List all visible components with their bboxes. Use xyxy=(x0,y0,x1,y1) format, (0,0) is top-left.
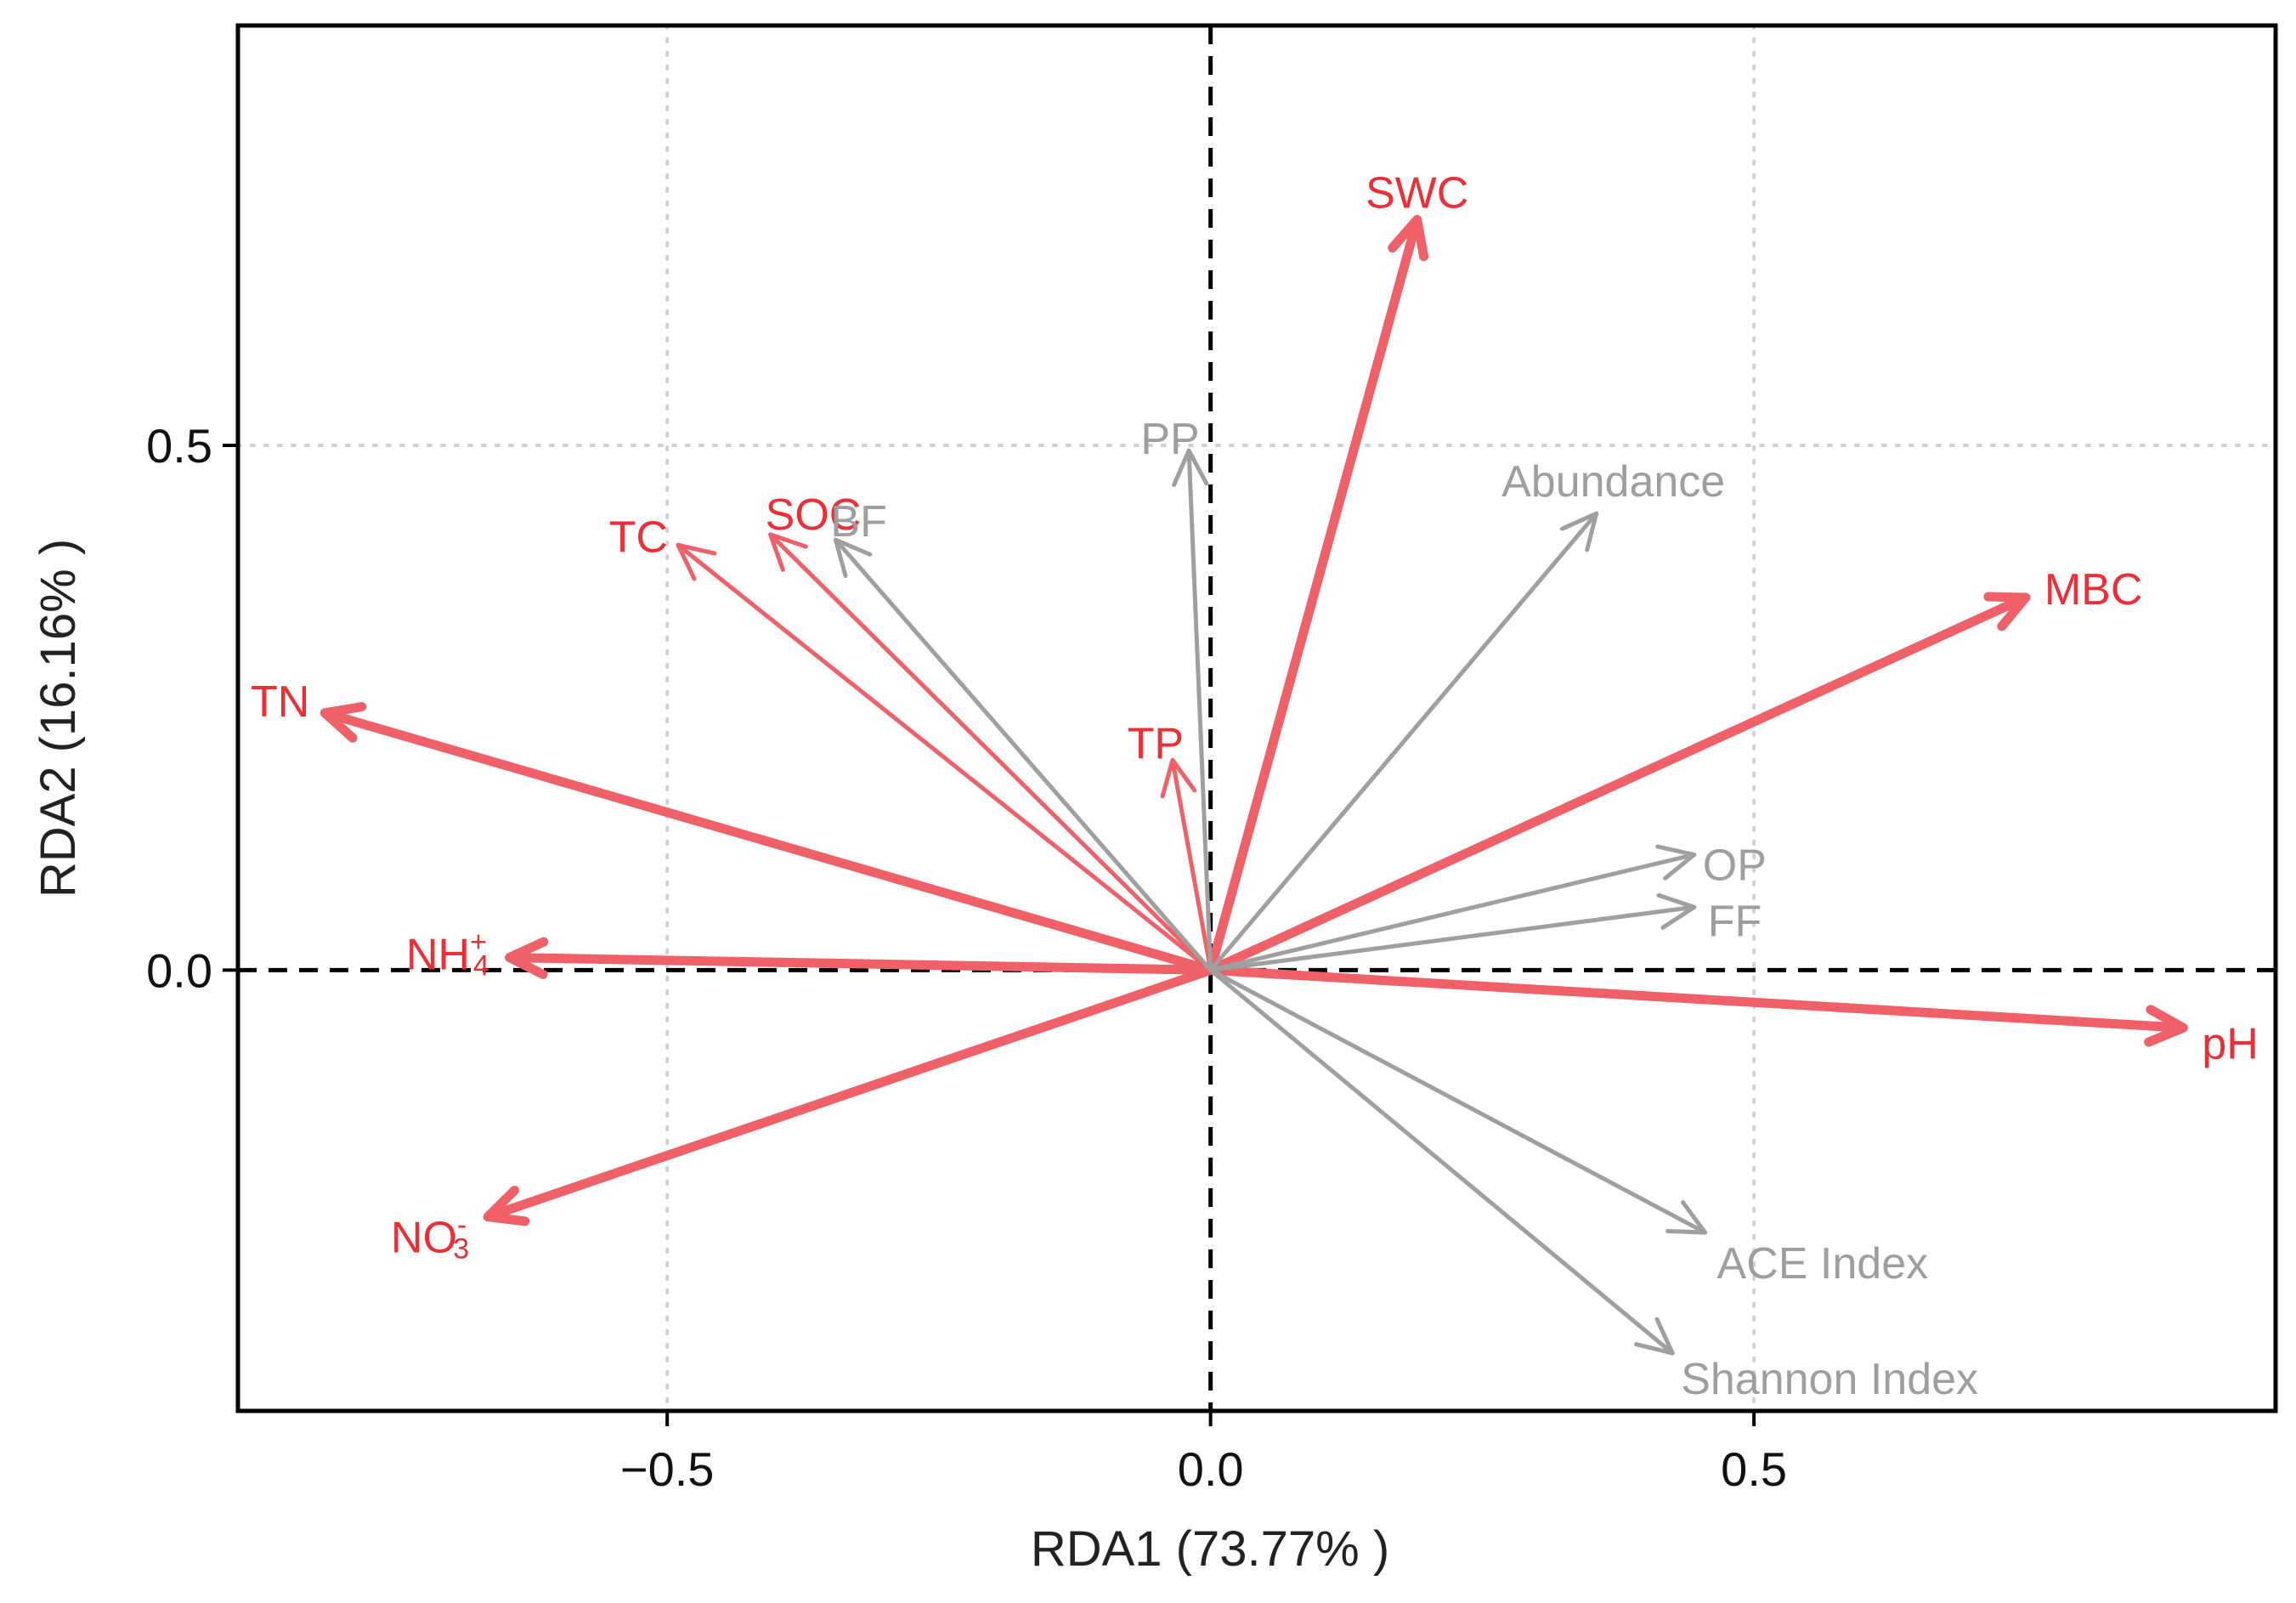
nh4-label-text: NH xyxy=(406,930,470,979)
mbc-label-text: MBC xyxy=(2044,565,2143,615)
tc-arrow xyxy=(676,542,1213,972)
shannon-index-arrow xyxy=(1208,967,1675,1356)
ff-label: FF xyxy=(1708,897,1762,946)
op-label-text: OP xyxy=(1703,841,1767,890)
swc-label-text: SWC xyxy=(1366,168,1468,218)
y-axis-title: RDA2 (16.16% ) xyxy=(31,539,86,898)
tc-label: TC xyxy=(609,513,668,562)
ph-label: pH xyxy=(2202,1019,2258,1068)
shannon-index-arrowhead xyxy=(1633,1317,1675,1356)
y-tick-label-1: 0.5 xyxy=(146,419,212,473)
x-tick-label-1: 0.0 xyxy=(1178,1442,1244,1496)
no3-label-sup: - xyxy=(457,1209,467,1242)
abundance-arrowhead xyxy=(1559,511,1599,552)
ace-index-label-text: ACE Index xyxy=(1717,1239,1929,1289)
abundance-label: Abundance xyxy=(1501,457,1725,507)
pp-arrowhead xyxy=(1172,448,1209,487)
bf-arrowhead xyxy=(833,537,873,579)
tc-label-text: TC xyxy=(609,513,668,562)
vector-labels: SWC MBC pH TN NH+ 4 NO-3 TC SOC TP PP Abundance BF OP… xyxy=(251,168,2259,1404)
soc-arrowhead xyxy=(768,532,808,572)
soc-arrow xyxy=(768,532,1213,972)
shannon-index-label-text: Shannon Index xyxy=(1681,1355,1978,1404)
axis-ticks: −0.5 0.0 0.5 0.0 0.5 xyxy=(146,419,1787,1496)
tp-arrow xyxy=(1170,757,1213,972)
ph-label-text: pH xyxy=(2202,1019,2258,1068)
tc-arrowhead xyxy=(676,542,717,581)
swc-label: SWC xyxy=(1366,168,1468,218)
abundance-arrow xyxy=(1208,511,1599,972)
bf-arrow xyxy=(833,537,1213,972)
bf-label-text: BF xyxy=(830,497,886,547)
no3-label-text: NO xyxy=(391,1213,457,1262)
ff-arrowhead xyxy=(1656,892,1697,930)
ff-label-text: FF xyxy=(1708,897,1762,946)
pp-label-text: PP xyxy=(1140,415,1199,464)
nh4-label: NH+ 4 xyxy=(406,926,489,983)
x-tick-label-2: 0.5 xyxy=(1721,1442,1787,1496)
op-arrow xyxy=(1208,852,1697,972)
y-tick-label-0: 0.0 xyxy=(146,943,212,997)
mbc-arrow xyxy=(1206,592,2031,975)
ace-index-arrow xyxy=(1208,967,1708,1235)
tn-arrow xyxy=(320,708,1216,975)
nh4-label-sub: 4 xyxy=(473,950,489,983)
no3-label: NO-3 xyxy=(391,1209,469,1266)
plot-background xyxy=(238,25,2276,1411)
swc-arrow xyxy=(1206,214,1422,975)
tn-arrowhead xyxy=(320,701,367,743)
x-tick-label-0: −0.5 xyxy=(620,1442,715,1496)
vector-arrows xyxy=(320,214,2188,1356)
no3-label-sub: 3 xyxy=(453,1233,469,1266)
pp-label: PP xyxy=(1140,415,1199,464)
op-arrowhead xyxy=(1655,844,1697,881)
ph-arrowhead xyxy=(2144,1005,2188,1047)
tp-label: TP xyxy=(1128,719,1184,768)
shannon-index-label: Shannon Index xyxy=(1681,1355,1978,1404)
soc-label-text: SOC xyxy=(766,490,862,540)
ace-index-arrowhead xyxy=(1665,1200,1708,1235)
bf-label: BF xyxy=(830,497,886,547)
mbc-arrowhead xyxy=(1983,592,2031,632)
abundance-label-text: Abundance xyxy=(1501,457,1725,507)
tp-label-text: TP xyxy=(1128,719,1184,768)
pp-arrow xyxy=(1186,448,1213,972)
ace-index-label: ACE Index xyxy=(1717,1239,1929,1289)
no3-arrowhead xyxy=(483,1186,530,1226)
ph-arrow xyxy=(1206,965,2188,1033)
soc-label: SOC xyxy=(766,490,862,540)
tp-arrowhead xyxy=(1160,757,1197,799)
tn-label-text: TN xyxy=(251,677,309,727)
swc-arrowhead xyxy=(1388,214,1429,262)
plot-frame xyxy=(235,23,2278,1413)
nh4-arrow xyxy=(505,953,1216,975)
mbc-label: MBC xyxy=(2044,565,2143,615)
no3-arrow xyxy=(483,965,1216,1222)
nh4-arrowhead xyxy=(505,937,549,979)
op-label: OP xyxy=(1703,841,1767,890)
ff-arrow xyxy=(1208,904,1697,972)
tn-label: TN xyxy=(251,677,309,727)
nh4-label-sup: + xyxy=(470,926,487,959)
x-axis-title: RDA1 (73.77% ) xyxy=(1031,1521,1389,1577)
